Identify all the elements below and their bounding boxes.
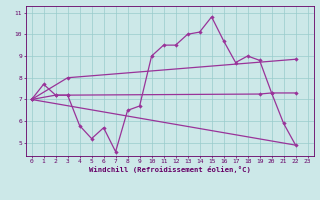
X-axis label: Windchill (Refroidissement éolien,°C): Windchill (Refroidissement éolien,°C) [89, 166, 251, 173]
